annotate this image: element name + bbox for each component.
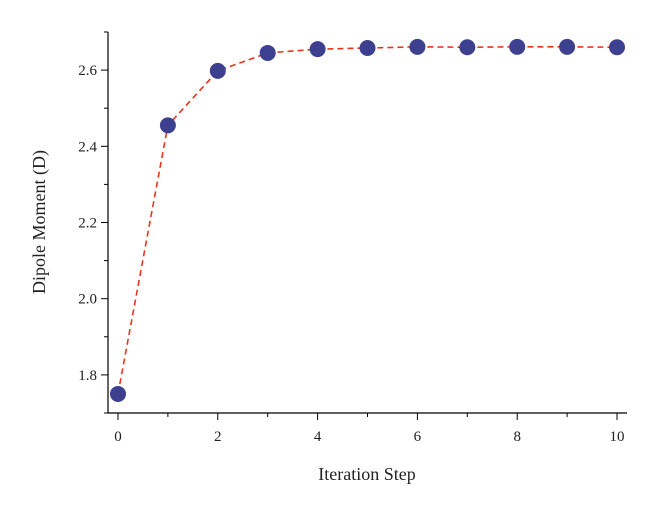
data-point: [409, 38, 426, 55]
data-point: [259, 44, 276, 61]
y-axis-title: Dipole Moment (D): [29, 150, 50, 294]
data-point: [359, 40, 376, 57]
y-tick-label: 2.0: [78, 292, 97, 308]
x-tick-label: 2: [214, 429, 222, 445]
x-axis: 0 2 4 6 8 10: [114, 413, 625, 445]
x-axis-title: Iteration Step: [318, 464, 415, 484]
data-point: [109, 385, 126, 402]
y-axis: 1.8 2.0 2.2 2.4 2.6: [78, 31, 108, 414]
x-tick-label: 4: [314, 429, 322, 445]
data-point: [309, 41, 326, 58]
y-tick-label: 2.2: [78, 216, 97, 232]
data-point: [209, 62, 226, 79]
x-tick-label: 0: [114, 429, 122, 445]
series-points: [109, 38, 626, 402]
y-tick-label: 2.4: [78, 139, 97, 155]
x-tick-label: 8: [513, 429, 521, 445]
data-point: [459, 39, 476, 56]
data-point: [159, 117, 176, 134]
plot-area: [107, 32, 627, 414]
data-point: [559, 38, 576, 55]
data-point: [609, 39, 626, 56]
series-lines: [117, 46, 618, 395]
series-line: [117, 46, 618, 395]
x-tick-label: 10: [610, 429, 625, 445]
x-tick-label: 6: [414, 429, 422, 445]
data-point: [509, 38, 526, 55]
y-tick-label: 1.8: [78, 368, 97, 384]
y-tick-label: 2.6: [78, 63, 97, 79]
